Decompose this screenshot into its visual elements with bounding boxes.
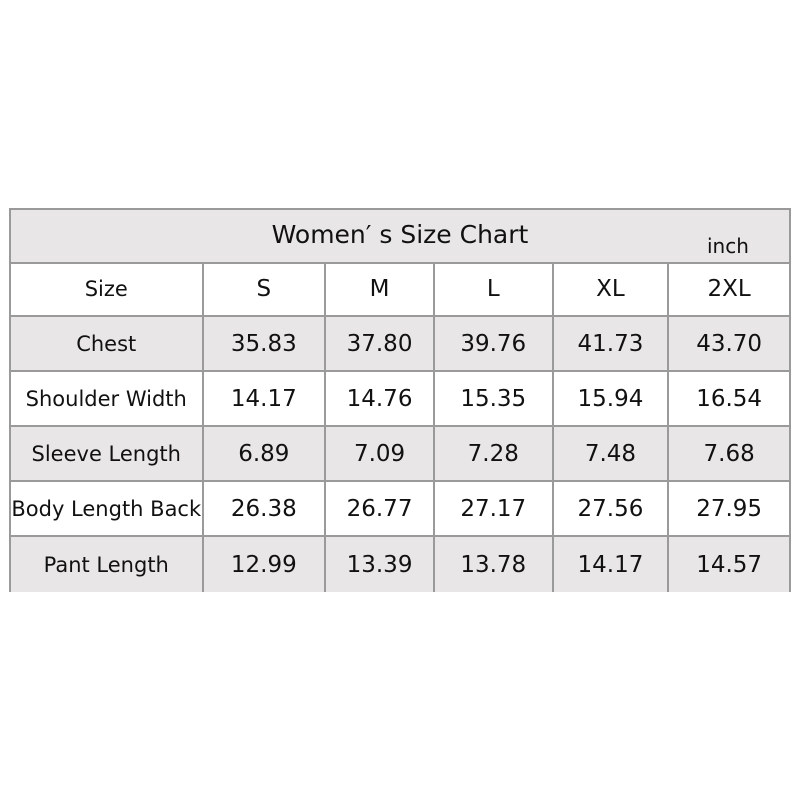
- measurement-cell: 13.39: [326, 537, 435, 592]
- size-header: XL: [554, 262, 670, 315]
- measurement-cell: 26.77: [326, 482, 435, 535]
- measurement-cell: 39.76: [435, 317, 554, 370]
- measurement-cell: 15.35: [435, 372, 554, 425]
- measurement-cell: 26.38: [204, 482, 327, 535]
- measurement-cell: 13.78: [435, 537, 554, 592]
- size-header: M: [326, 262, 435, 315]
- measurement-cell: 7.48: [554, 427, 670, 480]
- row-label: Body Length Back: [11, 482, 204, 535]
- measurement-cell: 14.76: [326, 372, 435, 425]
- size-header: 2XL: [707, 275, 751, 302]
- table-row: Body Length Back 26.38 26.77 27.17 27.56 27.9…: [11, 482, 789, 537]
- size-chart-table: Women′ s Size Chart inch Size S M L XL 2XL Che…: [9, 208, 791, 592]
- table-row: Pant Length 12.99 13.39 13.78 14.17 14.57: [11, 537, 789, 592]
- row-label: Sleeve Length: [11, 427, 204, 480]
- row-label: Shoulder Width: [11, 372, 204, 425]
- header-label: Size: [11, 262, 204, 315]
- row-label: Chest: [11, 317, 204, 370]
- table-row: Chest 35.83 37.80 39.76 41.73 43.70: [11, 317, 789, 372]
- measurement-cell: 14.57: [696, 551, 763, 578]
- measurement-cell: 43.70: [696, 330, 763, 357]
- table-title: Women′ s Size Chart: [271, 220, 529, 249]
- measurement-cell: 14.17: [554, 537, 670, 592]
- measurement-cell: 27.95: [696, 495, 763, 522]
- measurement-cell: 41.73: [554, 317, 670, 370]
- measurement-cell: 16.54: [696, 385, 763, 412]
- measurement-cell: 12.99: [204, 537, 327, 592]
- measurement-cell: 7.68: [703, 440, 755, 467]
- row-label: Pant Length: [11, 537, 204, 592]
- size-header: S: [204, 262, 327, 315]
- header-row: Size S M L XL 2XL: [11, 262, 789, 317]
- table-row: Sleeve Length 6.89 7.09 7.28 7.48 7.68: [11, 427, 789, 482]
- measurement-cell: 7.28: [435, 427, 554, 480]
- measurement-cell: 14.17: [204, 372, 327, 425]
- measurement-cell: 15.94: [554, 372, 670, 425]
- measurement-cell: 27.17: [435, 482, 554, 535]
- unit-label: inch: [707, 234, 749, 258]
- measurement-cell: 7.09: [326, 427, 435, 480]
- size-header: L: [435, 262, 554, 315]
- table-row: Shoulder Width 14.17 14.76 15.35 15.94 16.54: [11, 372, 789, 427]
- measurement-cell: 27.56: [554, 482, 670, 535]
- measurement-cell: 6.89: [204, 427, 327, 480]
- title-row: Women′ s Size Chart inch: [11, 210, 789, 264]
- measurement-cell: 37.80: [326, 317, 435, 370]
- measurement-cell: 35.83: [204, 317, 327, 370]
